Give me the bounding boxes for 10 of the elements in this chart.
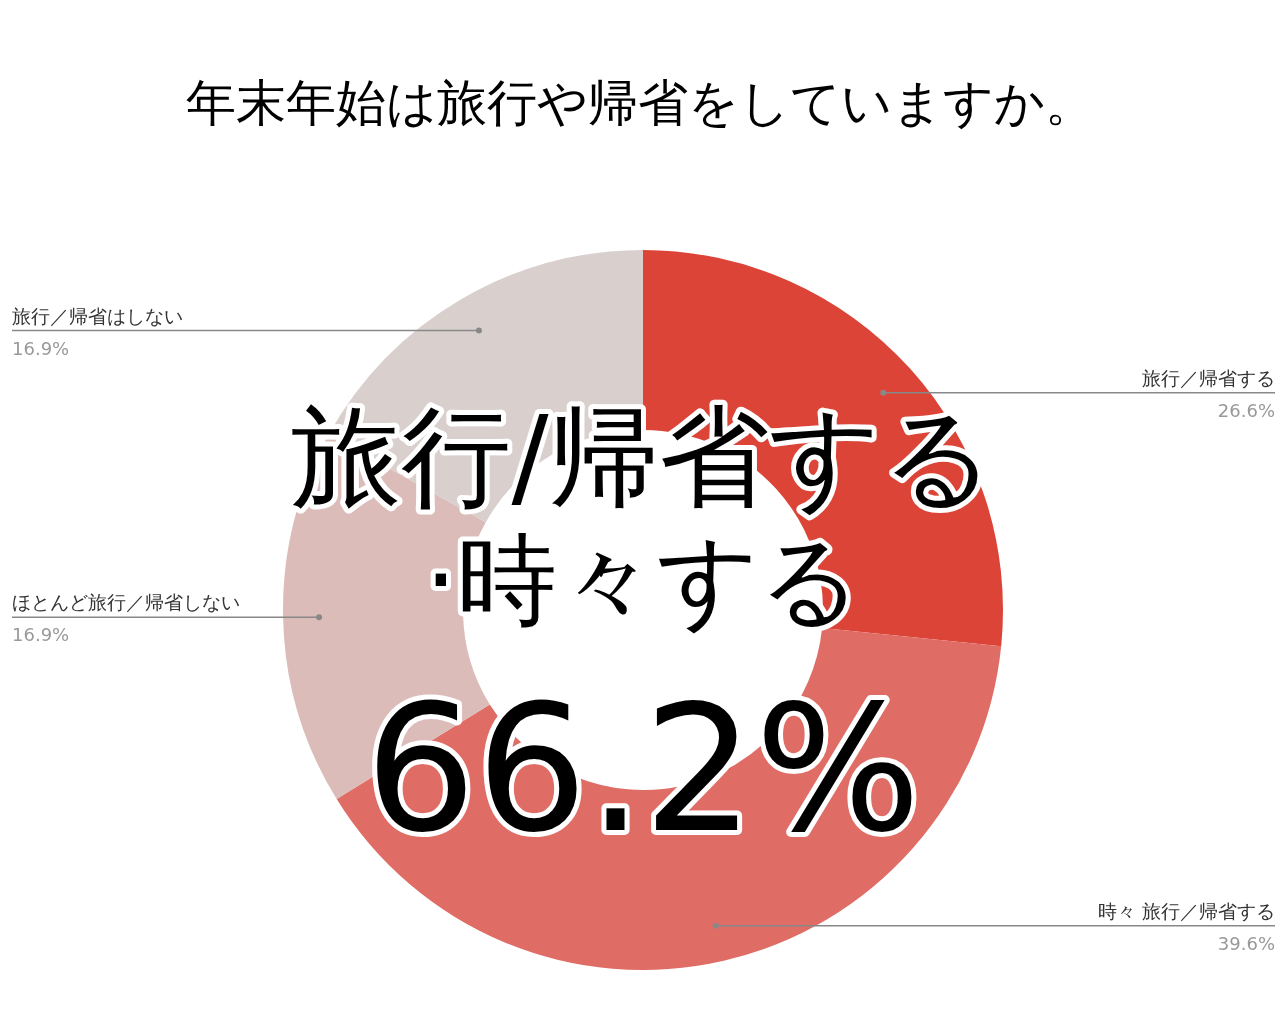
data-label: 16.9%	[12, 337, 70, 359]
slice-label: 旅行／帰省はしない	[12, 304, 183, 327]
data-label: 16.9%	[12, 624, 70, 646]
slice-label: 時々 旅行／帰省する	[1097, 899, 1275, 922]
slice-label: ほとんど旅行／帰省しない	[12, 591, 240, 614]
chart-title: 年末年始は旅行や帰省をしていますか。	[185, 74, 1095, 132]
text: 66.2%	[365, 668, 921, 871]
data-label: 39.6%	[1217, 932, 1275, 954]
data-label: 26.6%	[1217, 399, 1275, 421]
slice-label: 旅行／帰省する	[1142, 366, 1275, 389]
